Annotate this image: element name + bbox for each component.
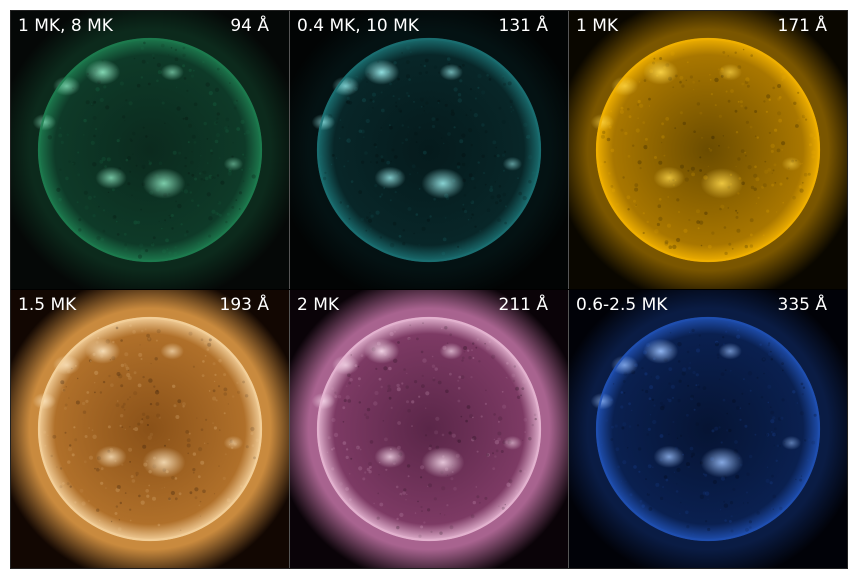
sun-image-131 — [290, 11, 568, 289]
active-region — [653, 166, 685, 189]
sun-image-171 — [569, 11, 847, 289]
active-region — [374, 445, 406, 468]
wavelength-label: 193 Å — [219, 295, 269, 315]
temperature-label: 0.6-2.5 MK — [576, 295, 668, 315]
active-region — [160, 63, 184, 81]
solar-limb — [37, 316, 263, 542]
sun-panel-131: 0.4 MK, 10 MK 131 Å — [290, 11, 568, 289]
sun-panel-171: 1 MK 171 Å — [569, 11, 847, 289]
active-region — [85, 59, 121, 85]
active-region — [223, 435, 244, 450]
sun-image-335 — [569, 290, 847, 568]
active-region — [332, 76, 360, 96]
panel-divider — [11, 289, 847, 290]
active-region — [142, 447, 186, 478]
wavelength-label: 131 Å — [498, 16, 548, 36]
active-region — [32, 392, 57, 410]
sun-image-94 — [11, 11, 289, 289]
active-region — [421, 447, 465, 478]
active-region — [502, 435, 523, 450]
active-region — [590, 392, 615, 410]
sun-panel-335: 0.6-2.5 MK 335 Å — [569, 290, 847, 568]
active-region — [781, 156, 802, 171]
active-region — [643, 338, 679, 364]
wavelength-label: 335 Å — [777, 295, 827, 315]
solar-disk — [596, 317, 820, 541]
solar-limb — [595, 316, 821, 542]
sun-panel-211: 2 MK 211 Å — [290, 290, 568, 568]
sun-image-193 — [11, 290, 289, 568]
wavelength-label: 94 Å — [230, 16, 269, 36]
active-region — [160, 342, 184, 360]
active-region — [611, 76, 639, 96]
active-region — [421, 168, 465, 199]
solar-limb — [37, 37, 263, 263]
active-region — [611, 355, 639, 375]
temperature-label: 0.4 MK, 10 MK — [297, 16, 419, 36]
wavelength-label: 211 Å — [498, 295, 548, 315]
wavelength-label: 171 Å — [777, 16, 827, 36]
sun-panel-94: 1 MK, 8 MK 94 Å — [11, 11, 289, 289]
active-region — [643, 59, 679, 85]
active-region — [311, 392, 336, 410]
active-region — [439, 342, 463, 360]
solar-limb — [595, 37, 821, 263]
active-region — [718, 342, 742, 360]
active-region — [85, 338, 121, 364]
temperature-label: 1 MK, 8 MK — [18, 16, 113, 36]
active-region — [142, 168, 186, 199]
temperature-label: 1.5 MK — [18, 295, 77, 315]
active-region — [32, 113, 57, 131]
solar-limb — [316, 37, 542, 263]
temperature-label: 2 MK — [297, 295, 340, 315]
active-region — [53, 76, 81, 96]
active-region — [332, 355, 360, 375]
active-region — [374, 166, 406, 189]
active-region — [95, 166, 127, 189]
sun-image-211 — [290, 290, 568, 568]
active-region — [364, 59, 400, 85]
active-region — [590, 113, 615, 131]
solar-disk — [38, 317, 262, 541]
solar-disk — [317, 38, 541, 262]
active-region — [223, 156, 244, 171]
active-region — [95, 445, 127, 468]
active-region — [700, 447, 744, 478]
temperature-label: 1 MK — [576, 16, 619, 36]
aia-multiwavelength-figure: 1 MK, 8 MK 94 Å 0.4 MK, 10 MK 131 Å 1 MK… — [10, 10, 848, 569]
active-region — [653, 445, 685, 468]
active-region — [311, 113, 336, 131]
solar-disk — [596, 38, 820, 262]
solar-disk — [317, 317, 541, 541]
solar-limb — [316, 316, 542, 542]
active-region — [718, 63, 742, 81]
active-region — [439, 63, 463, 81]
active-region — [364, 338, 400, 364]
active-region — [502, 156, 523, 171]
solar-disk — [38, 38, 262, 262]
active-region — [53, 355, 81, 375]
sun-panel-193: 1.5 MK 193 Å — [11, 290, 289, 568]
disk-texture — [599, 48, 816, 256]
active-region — [781, 435, 802, 450]
active-region — [700, 168, 744, 199]
